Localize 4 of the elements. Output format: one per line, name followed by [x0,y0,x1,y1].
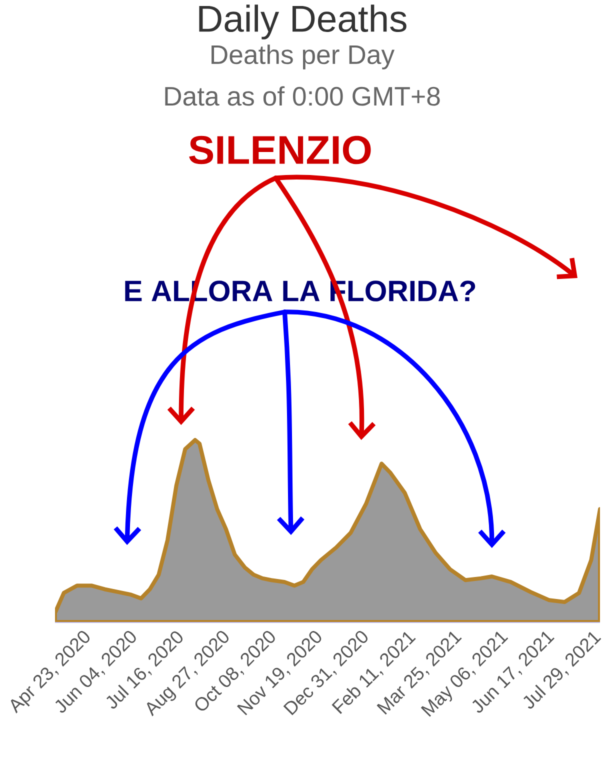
text: Data as of 0:00 GMT+8 [165,86,440,106]
chart-title: Daily Deaths [199,4,406,40]
chart-subtitle: Deaths per Day [212,44,395,70]
text: SILENZIO [189,136,371,164]
